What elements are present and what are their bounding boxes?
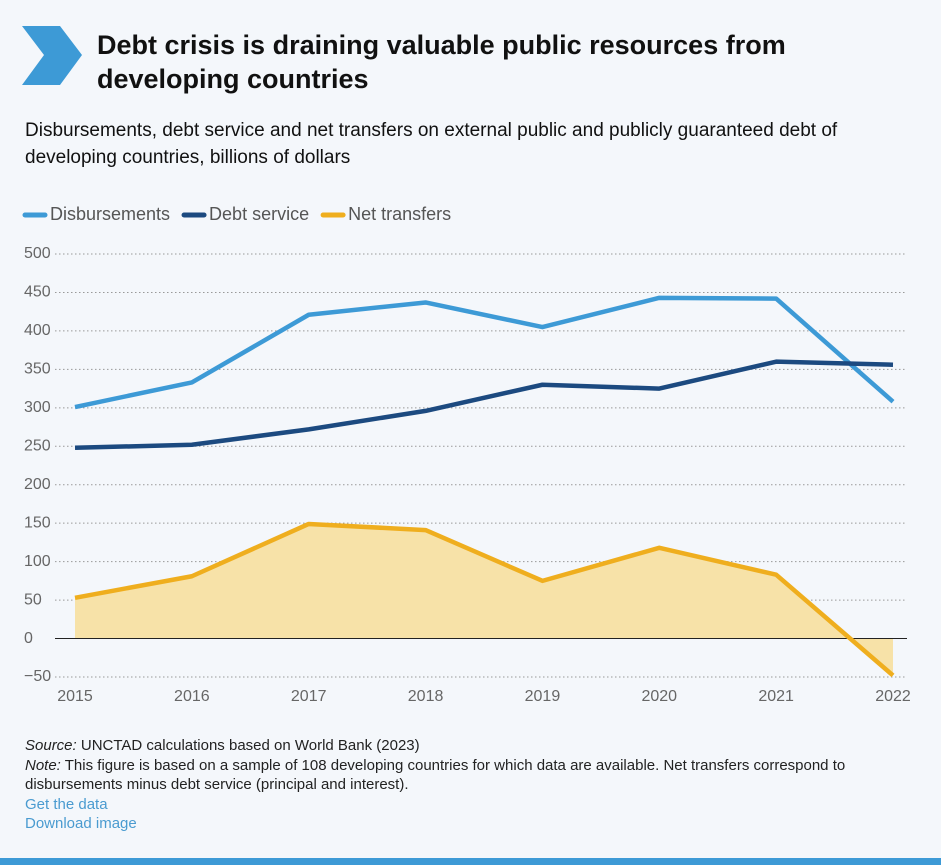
line	[74, 359, 894, 451]
download-image-link[interactable]: Download image	[25, 815, 137, 832]
note: Note: This figure is based on a sample o…	[25, 756, 905, 795]
y-tick-label: −50	[24, 668, 51, 685]
x-tick-label: 2015	[57, 688, 93, 705]
source: Source: UNCTAD calculations based on Wor…	[25, 736, 905, 756]
legend-label: Disbursements	[50, 204, 170, 224]
note-text: This figure is based on a sample of 108 …	[25, 756, 846, 794]
get-data-link[interactable]: Get the data	[25, 795, 108, 813]
y-tick-label: 450	[24, 284, 51, 301]
y-tick-label: 150	[24, 514, 51, 531]
x-tick-label: 2021	[758, 688, 794, 705]
y-tick-label: 250	[24, 437, 51, 454]
y-tick-label: 400	[24, 322, 51, 339]
legend-label: Net transfers	[348, 204, 451, 224]
y-tick-label: 300	[24, 399, 51, 416]
x-tick-label: 2019	[525, 688, 561, 705]
y-tick-label: 50	[24, 591, 42, 608]
x-tick-label: 2022	[875, 688, 911, 705]
source-label: Source:	[25, 737, 77, 754]
line	[74, 295, 895, 410]
x-tick-label: 2017	[291, 688, 327, 705]
bottom-bar	[0, 858, 941, 865]
y-tick-label: 100	[24, 553, 51, 570]
chart-subtitle: Disbursements, debt service and net tran…	[25, 120, 838, 168]
footer: Source: UNCTAD calculations based on Wor…	[25, 736, 905, 834]
x-tick-label: 2018	[408, 688, 444, 705]
chart-title: Debt crisis is draining valuable public …	[97, 30, 786, 94]
x-tick-label: 2016	[174, 688, 210, 705]
x-tick-label: 2020	[641, 688, 677, 705]
note-label: Note:	[25, 756, 61, 774]
y-tick-label: 500	[24, 245, 51, 262]
area	[75, 523, 893, 676]
y-tick-label: 200	[24, 476, 51, 493]
source-text: UNCTAD calculations based on World Bank …	[80, 737, 420, 754]
line	[74, 521, 895, 678]
y-tick-label: 350	[24, 361, 51, 378]
chevron-icon	[22, 26, 82, 85]
plot: −50 0 50 100 150 200 250 300 350 400 450 500 2015 201…	[22, 204, 911, 705]
y-tick-label: 0	[24, 630, 33, 647]
legend-label: Debt service	[209, 204, 309, 224]
